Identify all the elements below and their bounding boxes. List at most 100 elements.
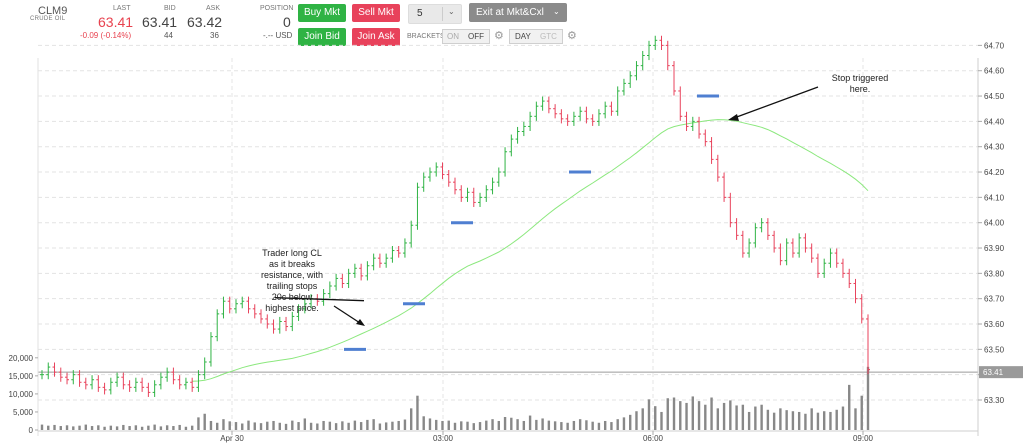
volume-bar [585, 420, 588, 430]
volume-bar [190, 425, 194, 430]
exit-at-market-button[interactable]: Exit at Mkt&Cxl ⌄ [469, 3, 567, 22]
volume-bar [303, 418, 307, 430]
last-label: LAST [113, 5, 131, 12]
price-bar [503, 147, 508, 177]
volume-bar [59, 426, 62, 430]
price-bar [46, 362, 51, 380]
price-bar [553, 104, 558, 119]
volume-bar [72, 426, 75, 430]
price-bar [252, 304, 257, 319]
brackets-on[interactable]: ON [447, 32, 459, 41]
price-bar [359, 263, 364, 281]
price-bar [640, 50, 645, 71]
volume-bar [391, 421, 394, 430]
volume-tick-label: 20,000 [9, 354, 34, 363]
volume-bar [291, 420, 294, 430]
price-bar [421, 172, 426, 192]
volume-bar [247, 420, 250, 430]
price-bar [415, 182, 420, 230]
trader-annotation-line: Trader long CL [262, 248, 322, 258]
volume-bar [65, 425, 69, 430]
tif-gtc[interactable]: GTC [540, 32, 557, 41]
volume-bar [53, 424, 56, 430]
trader-annotation-line: highest price. [265, 303, 319, 313]
volume-bar [266, 421, 269, 430]
volume-bar [322, 420, 325, 430]
price-bar [396, 245, 401, 258]
quantity-select[interactable]: 5 ⌄ [408, 4, 462, 24]
volume-bar [760, 404, 763, 430]
volume-bar [791, 411, 795, 430]
price-bar [703, 129, 708, 147]
tif-day[interactable]: DAY [515, 32, 531, 41]
instrument-symbol[interactable]: CLM9 [38, 5, 68, 17]
price-bar [102, 382, 107, 395]
volume-bar [666, 398, 669, 430]
price-bar [427, 167, 432, 182]
volume-bar [478, 422, 482, 430]
gear-icon[interactable]: ⚙ [567, 30, 577, 42]
volume-bar [629, 414, 632, 430]
time-tick-label: Apr 30 [220, 434, 244, 443]
join-ask-button[interactable]: Join Ask [352, 28, 400, 46]
volume-bar [735, 405, 738, 430]
volume-bar [797, 411, 801, 430]
volume-bar [115, 426, 119, 430]
price-bar [390, 245, 395, 263]
ask-size: 36 [210, 31, 219, 40]
join-bid-button[interactable]: Join Bid [298, 28, 346, 46]
volume-bar [147, 425, 150, 430]
price-bar [133, 377, 138, 392]
volume-bar [397, 420, 400, 430]
price-tick-label: 64.00 [984, 219, 1005, 228]
price-bar [722, 172, 727, 202]
volume-bar [128, 426, 131, 430]
volume-bar [353, 420, 357, 430]
price-bar [546, 96, 551, 114]
price-bar [509, 134, 514, 157]
price-bar [290, 311, 295, 332]
price-tick-label: 63.70 [984, 295, 1005, 304]
volume-bar [378, 423, 382, 430]
volume-bar [485, 420, 488, 430]
bid-size: 44 [164, 31, 173, 40]
quantity-divider [442, 7, 443, 21]
time-in-force-toggle[interactable]: DAY GTC [509, 29, 563, 44]
price-bar [565, 114, 570, 126]
price-change: -0.09 (-0.14%) [80, 31, 132, 40]
price-bar [377, 253, 382, 268]
stop-annotation-line: Stop triggered [832, 73, 889, 83]
price-bar [684, 111, 689, 131]
brackets-label: BRACKETS [407, 33, 445, 40]
gear-icon[interactable]: ⚙ [494, 30, 504, 42]
price-bar [183, 377, 188, 390]
buy-market-button[interactable]: Buy Mkt [298, 4, 346, 22]
price-bar [52, 362, 57, 377]
price-bar [365, 261, 370, 281]
brackets-toggle[interactable]: ON OFF [442, 29, 490, 44]
volume-tick-label: 0 [29, 426, 34, 435]
volume-bar [165, 425, 169, 430]
volume-bar [810, 408, 813, 430]
price-bar [259, 309, 264, 324]
time-tick-label: 03:00 [433, 434, 454, 443]
stop-annotation-line: here. [850, 84, 871, 94]
price-bar [409, 220, 414, 248]
price-bar [334, 273, 339, 291]
price-bar [853, 278, 858, 304]
price-bar [697, 116, 702, 139]
price-bar [528, 111, 533, 131]
volume-bar [472, 423, 475, 430]
price-bar [740, 230, 745, 258]
volume-bar [97, 425, 100, 430]
price-bar [590, 114, 595, 126]
brackets-off[interactable]: OFF [468, 32, 484, 41]
volume-bar [316, 423, 319, 430]
chevron-down-icon[interactable]: ⌄ [553, 7, 560, 16]
sell-market-button[interactable]: Sell Mkt [352, 4, 400, 22]
volume-bar [816, 412, 820, 430]
volume-bar [460, 421, 463, 430]
price-bar [828, 248, 833, 268]
volume-bar [359, 422, 363, 430]
